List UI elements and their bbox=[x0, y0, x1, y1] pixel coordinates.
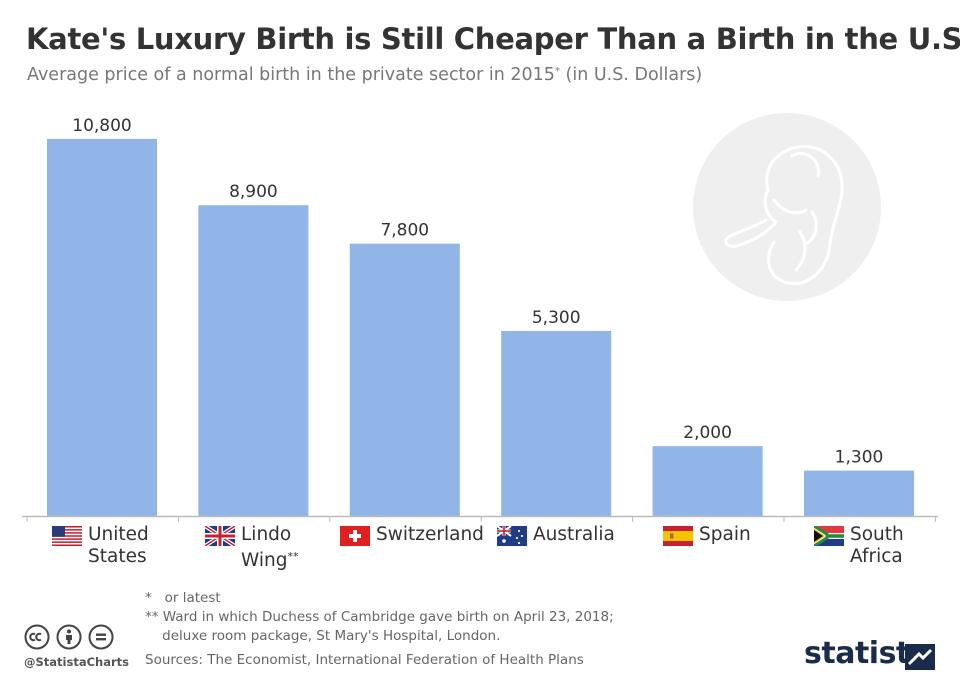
australia-flag-icon bbox=[497, 526, 527, 546]
bar-3 bbox=[349, 243, 460, 516]
category-label: Lindo Wing** bbox=[205, 524, 299, 572]
chart-subtitle: Average price of a normal birth in the p… bbox=[27, 65, 702, 85]
bar-value-label: 10,800 bbox=[72, 116, 131, 136]
footnotes: * or latest ** Ward in which Duchess of C… bbox=[145, 589, 614, 646]
footnote-3: deluxe room package, St Mary's Hospital,… bbox=[145, 628, 501, 644]
category-label-text: South Africa bbox=[850, 524, 904, 567]
uk-flag-icon bbox=[205, 526, 235, 546]
bar-6 bbox=[804, 470, 914, 516]
us-flag-icon bbox=[52, 526, 82, 546]
category-label-text: United States bbox=[88, 524, 149, 567]
subtitle-main: Average price of a normal birth in the p… bbox=[27, 65, 555, 85]
cc-icon bbox=[24, 624, 50, 650]
statista-handle: @StatistaCharts bbox=[24, 655, 129, 669]
footnote-2: ** Ward in which Duchess of Cambridge ga… bbox=[145, 609, 614, 625]
attribution-icon bbox=[56, 624, 82, 650]
statista-logo-icon bbox=[905, 644, 935, 670]
bar-value-label: 8,900 bbox=[229, 182, 278, 202]
category-label: South Africa bbox=[814, 524, 904, 568]
footnote-1: * or latest bbox=[145, 590, 221, 606]
subtitle-footnote-mark: * bbox=[554, 66, 560, 77]
bar-2 bbox=[198, 205, 309, 517]
source-note: Sources: The Economist, International Fe… bbox=[145, 652, 584, 668]
category-label: Australia bbox=[497, 524, 615, 546]
bar-value-label: 7,800 bbox=[380, 221, 429, 241]
license-icons bbox=[24, 624, 114, 650]
no-derivatives-icon bbox=[88, 624, 114, 650]
bar-5 bbox=[652, 446, 763, 516]
category-label-text: Lindo Wing** bbox=[241, 524, 299, 571]
category-label-text: Spain bbox=[699, 524, 751, 545]
bar-value-label: 1,300 bbox=[835, 448, 884, 468]
bar-value-label: 5,300 bbox=[532, 308, 581, 328]
category-label: Switzerland bbox=[340, 524, 484, 546]
category-label: Spain bbox=[663, 524, 751, 546]
bar-value-label: 2,000 bbox=[683, 423, 732, 443]
bar-4 bbox=[501, 330, 612, 516]
category-label: United States bbox=[52, 524, 149, 568]
spain-flag-icon bbox=[663, 526, 693, 546]
baby-icon bbox=[693, 113, 881, 301]
category-label-text: Australia bbox=[533, 524, 615, 545]
switzerland-flag-icon bbox=[340, 526, 370, 546]
south-africa-flag-icon bbox=[814, 526, 844, 546]
chart-title: Kate's Luxury Birth is Still Cheaper Tha… bbox=[26, 22, 960, 56]
bar-1 bbox=[47, 138, 157, 516]
category-label-text: Switzerland bbox=[376, 524, 484, 545]
subtitle-unit: (in U.S. Dollars) bbox=[559, 65, 703, 85]
